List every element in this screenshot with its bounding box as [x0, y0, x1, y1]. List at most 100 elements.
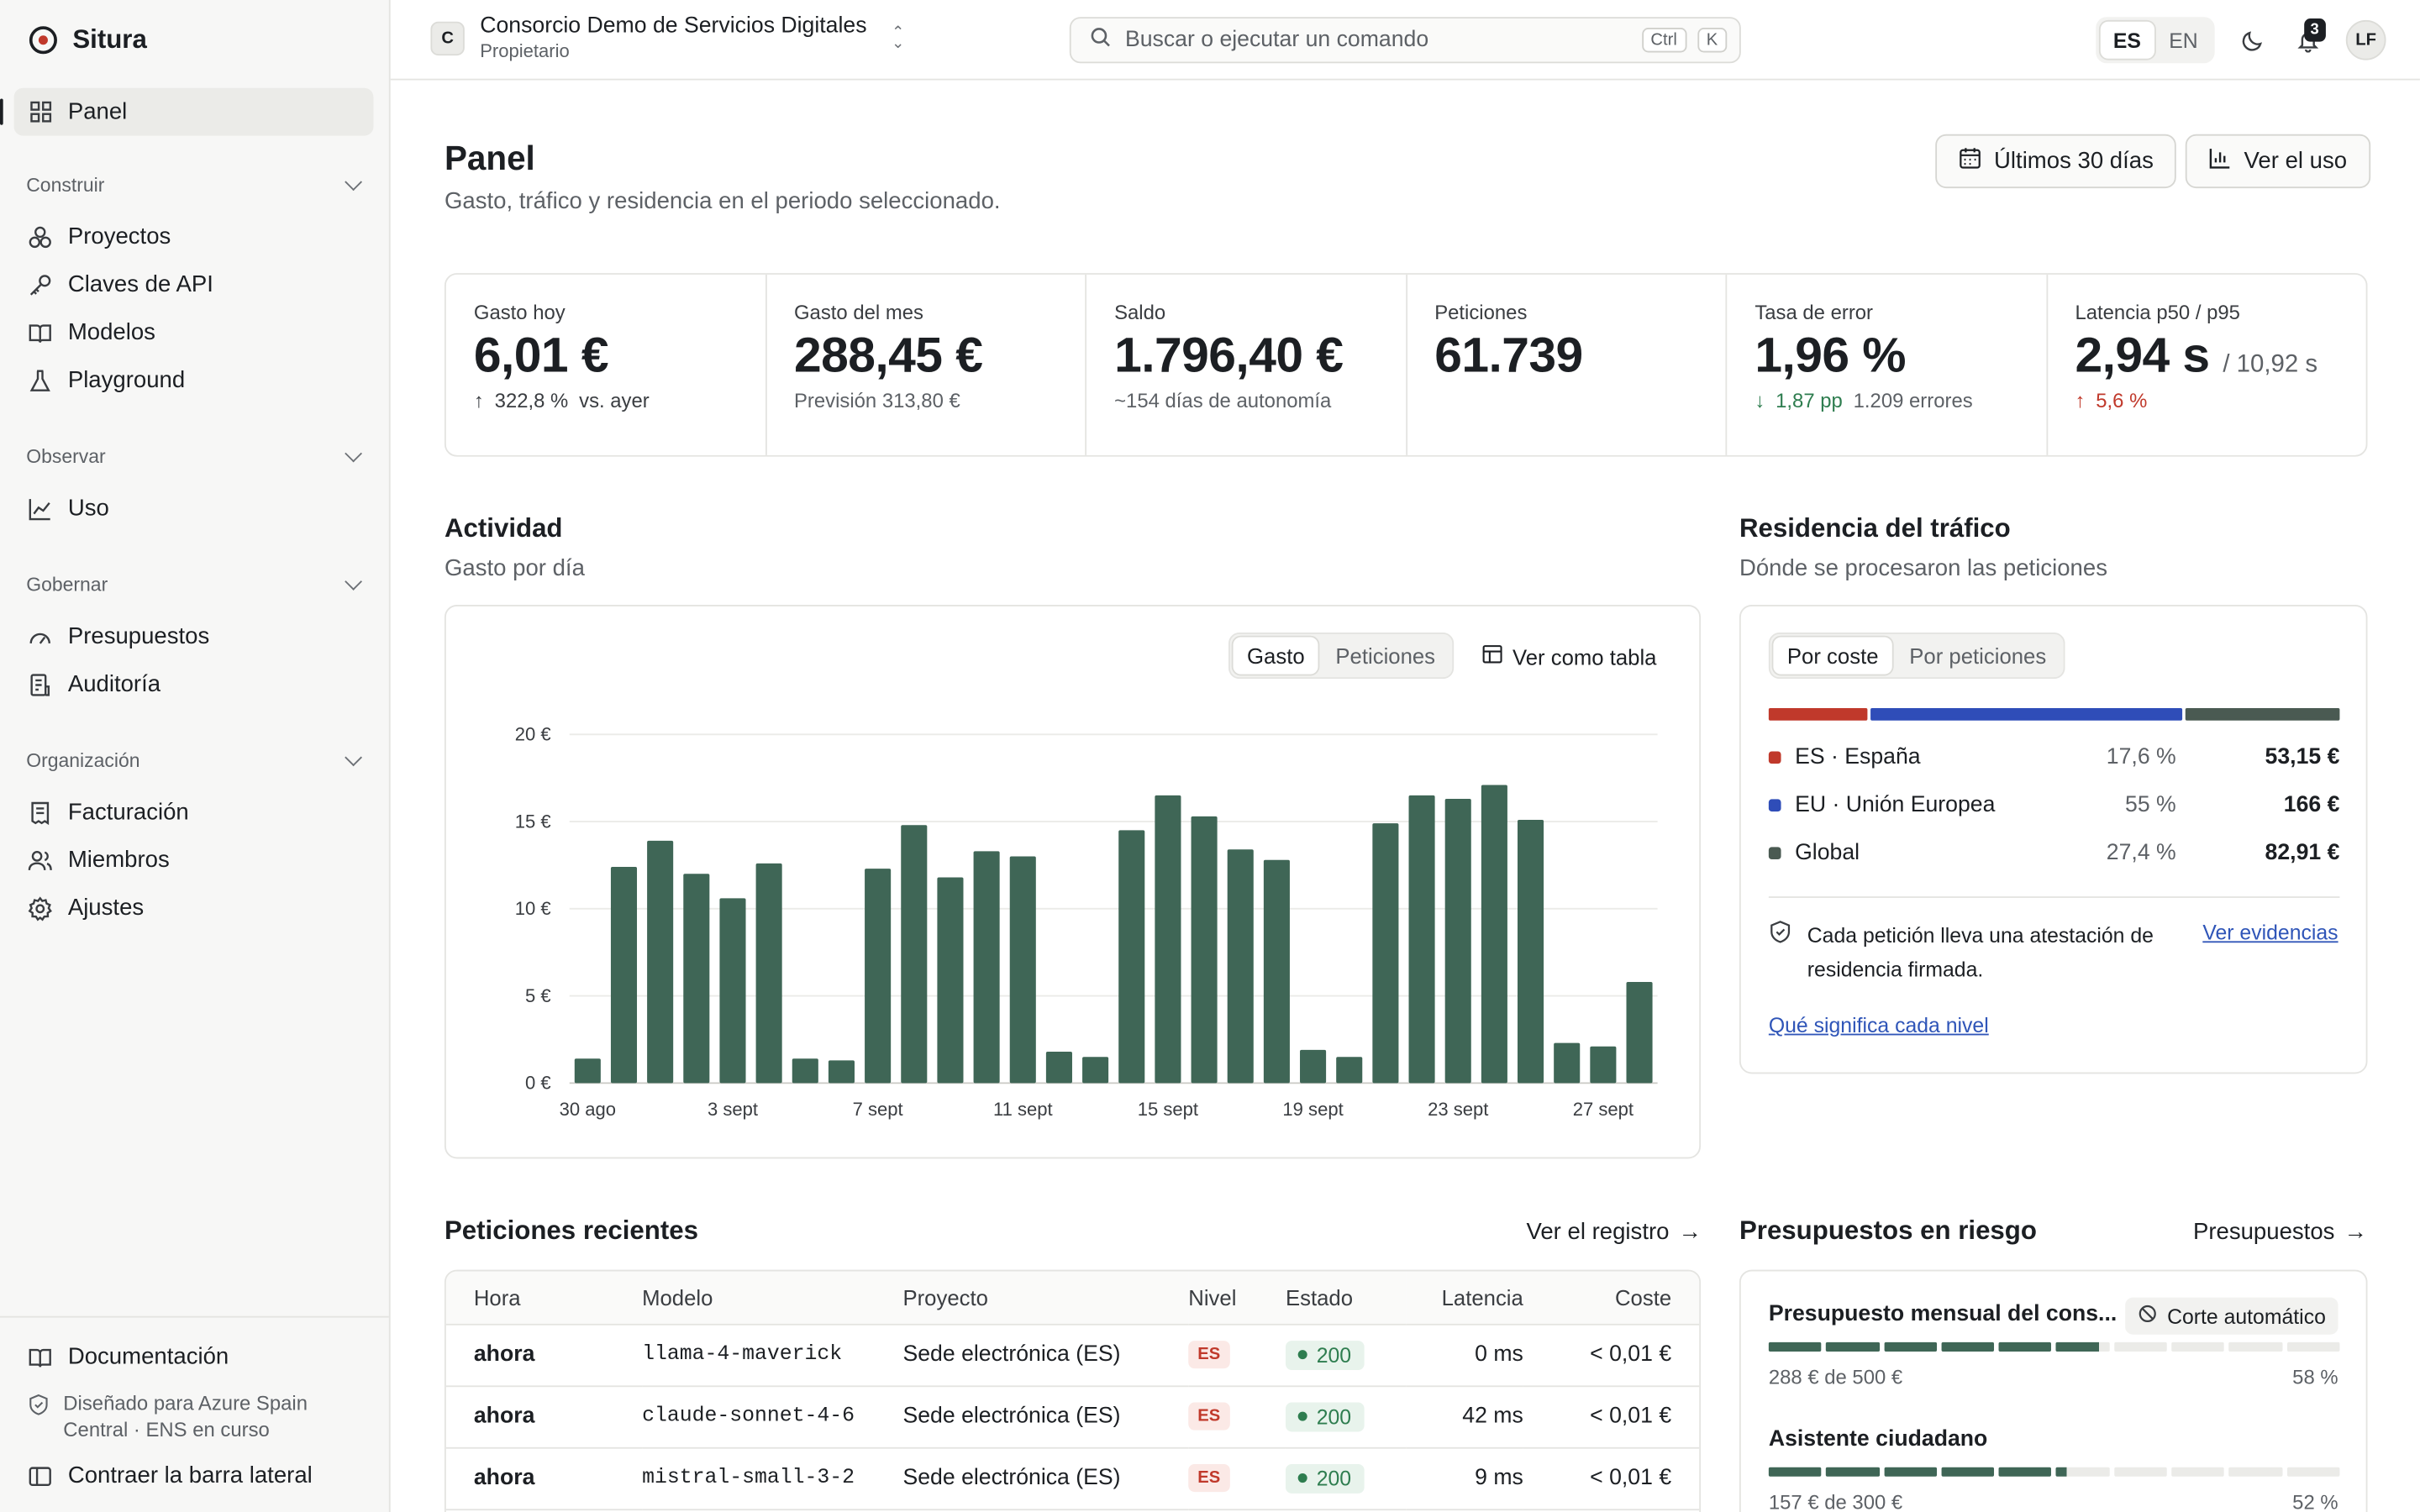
- chart-bar[interactable]: [1191, 816, 1218, 1084]
- moon-icon[interactable]: [2236, 24, 2267, 55]
- sidebar-item-members[interactable]: Miembros: [14, 836, 374, 884]
- chart-bar[interactable]: [865, 869, 892, 1084]
- chart-bar[interactable]: [647, 840, 674, 1084]
- chart-bar[interactable]: [1408, 795, 1435, 1084]
- brand-name: Situra: [72, 24, 147, 55]
- chart-bar[interactable]: [1481, 785, 1507, 1084]
- chart-bar[interactable]: [901, 825, 928, 1084]
- sidebar-item-panel[interactable]: Panel: [0, 87, 374, 136]
- col-project[interactable]: Proyecto: [902, 1271, 1189, 1325]
- chart-bar[interactable]: [1554, 1042, 1581, 1084]
- kpi-label: Gasto hoy: [473, 301, 566, 324]
- chart-bar[interactable]: [1336, 1057, 1363, 1084]
- tab-requests[interactable]: Peticiones: [1335, 643, 1436, 669]
- col-latency[interactable]: Latencia: [1406, 1271, 1523, 1325]
- chart-bar[interactable]: [1118, 830, 1145, 1084]
- sidebar-item-docs[interactable]: Documentación: [14, 1333, 374, 1381]
- collapse-sidebar-button[interactable]: Contraer la barra lateral: [14, 1452, 374, 1499]
- chart-bar[interactable]: [1300, 1049, 1327, 1084]
- residency-metric-toggle: Por coste Por peticiones: [1768, 633, 2065, 680]
- table-row[interactable]: ahora mistral-small-3-2 Sede electrónica…: [445, 1446, 1700, 1510]
- tier-badge: ES: [1188, 1464, 1230, 1493]
- residency-segment: [1870, 708, 2182, 721]
- view-as-table-button[interactable]: Ver como tabla: [1481, 643, 1656, 669]
- chart-bar[interactable]: [937, 877, 964, 1084]
- chart-bar[interactable]: [1444, 799, 1471, 1084]
- budget-segment: [1826, 1467, 1880, 1477]
- status-code: 200: [1316, 1466, 1352, 1490]
- tab-spend[interactable]: Gasto: [1233, 637, 1319, 675]
- chart-bar[interactable]: [1082, 1057, 1109, 1084]
- x-tick-label: 3 sept: [708, 1099, 758, 1120]
- view-log-link[interactable]: Ver el registro →: [1526, 1219, 1702, 1245]
- sidebar-item-projects[interactable]: Proyectos: [14, 213, 374, 260]
- tab-by-cost[interactable]: Por coste: [1773, 637, 1893, 675]
- brand-logo-icon: [29, 26, 57, 55]
- chart-bar[interactable]: [1227, 849, 1254, 1084]
- activity-subtitle: Gasto por día: [444, 555, 585, 582]
- chart-bar[interactable]: [1263, 859, 1290, 1084]
- sidebar-item-playground[interactable]: Playground: [14, 356, 374, 404]
- date-range-button[interactable]: Últimos 30 días: [1935, 134, 2177, 189]
- lang-en-button[interactable]: EN: [2169, 28, 2198, 52]
- residency-row-eu: EU · Unión Europea 55 % 166 €: [1768, 790, 2339, 821]
- nav-group-build[interactable]: Construir: [26, 170, 362, 201]
- nav-group-org[interactable]: Organización: [26, 745, 362, 776]
- chart-bar[interactable]: [1518, 819, 1544, 1084]
- chart-bar[interactable]: [1009, 856, 1036, 1084]
- budget-name[interactable]: Asistente ciudadano: [1768, 1426, 1988, 1452]
- sidebar-item-api-keys[interactable]: Claves de API: [14, 260, 374, 308]
- kpi-strip: Gasto hoy 6,01 € ↑ 322,8 % vs. ayer Gasto …: [444, 273, 2368, 457]
- chart-bar[interactable]: [719, 898, 746, 1084]
- main-content: C Consorcio Demo de Servicios Digitales …: [390, 0, 2420, 1512]
- col-cost[interactable]: Coste: [1523, 1271, 1700, 1325]
- chart-bar[interactable]: [755, 863, 782, 1084]
- sidebar-item-billing[interactable]: Facturación: [14, 789, 374, 837]
- date-range-label: Últimos 30 días: [1994, 148, 2154, 175]
- tab-by-requests[interactable]: Por peticiones: [1909, 643, 2047, 669]
- col-model[interactable]: Modelo: [642, 1271, 903, 1325]
- lang-es-button[interactable]: ES: [2100, 21, 2154, 59]
- chart-bar[interactable]: [1626, 981, 1653, 1084]
- sidebar-item-settings[interactable]: Ajustes: [14, 884, 374, 932]
- chart-bar[interactable]: [1372, 823, 1399, 1084]
- chart-bar[interactable]: [1590, 1046, 1617, 1084]
- org-switcher[interactable]: C Consorcio Demo de Servicios Digitales …: [430, 14, 904, 64]
- levels-link[interactable]: Qué significa cada nivel: [1768, 1013, 1989, 1037]
- nav-group-govern[interactable]: Gobernar: [26, 570, 362, 601]
- table-row[interactable]: ahora claude-sonnet-4-6 Sede electrónica…: [445, 1385, 1700, 1448]
- chart-bar[interactable]: [1045, 1052, 1072, 1084]
- search-input[interactable]: [1124, 28, 1628, 53]
- sidebar-item-label: Modelos: [67, 319, 155, 346]
- col-tier[interactable]: Nivel: [1188, 1271, 1286, 1325]
- command-search[interactable]: Ctrl K: [1069, 17, 1741, 64]
- chart-bar[interactable]: [973, 851, 1000, 1084]
- kpi-delta-note: vs. ayer: [579, 388, 650, 412]
- budgets-link[interactable]: Presupuestos →: [2193, 1219, 2367, 1245]
- view-evidence-link[interactable]: Ver evidencias: [2202, 921, 2338, 945]
- chart-bar[interactable]: [574, 1058, 601, 1084]
- sidebar-item-label: Documentación: [67, 1343, 229, 1370]
- avatar[interactable]: LF: [2345, 19, 2386, 60]
- legend-swatch: [1768, 751, 1781, 764]
- brand[interactable]: Situra: [0, 0, 389, 81]
- chart-bar[interactable]: [828, 1060, 855, 1084]
- chart-bar[interactable]: [683, 874, 710, 1084]
- sidebar-item-audit[interactable]: Auditoría: [14, 660, 374, 708]
- chart-bar[interactable]: [1155, 795, 1181, 1084]
- sidebar-item-budgets[interactable]: Presupuestos: [14, 612, 374, 660]
- table-row[interactable]: ahora llama-4-maverick Sede electrónica …: [445, 1323, 1700, 1387]
- sidebar-item-usage[interactable]: Uso: [14, 485, 374, 533]
- chevron-down-icon: [345, 444, 362, 463]
- budget-segment: [1941, 1467, 1995, 1477]
- budget-name[interactable]: Presupuesto mensual del cons...: [1768, 1302, 2118, 1327]
- view-usage-button[interactable]: Ver el uso: [2185, 134, 2370, 189]
- chart-bar[interactable]: [792, 1058, 818, 1084]
- kpi-delta: 1,87 pp: [1776, 388, 1843, 412]
- nav-group-observe[interactable]: Observar: [26, 441, 362, 472]
- view-as-table-label: Ver como tabla: [1512, 643, 1657, 669]
- col-time[interactable]: Hora: [445, 1271, 643, 1325]
- sidebar-item-models[interactable]: Modelos: [14, 308, 374, 356]
- chart-bar[interactable]: [610, 867, 638, 1084]
- col-status[interactable]: Estado: [1285, 1271, 1407, 1325]
